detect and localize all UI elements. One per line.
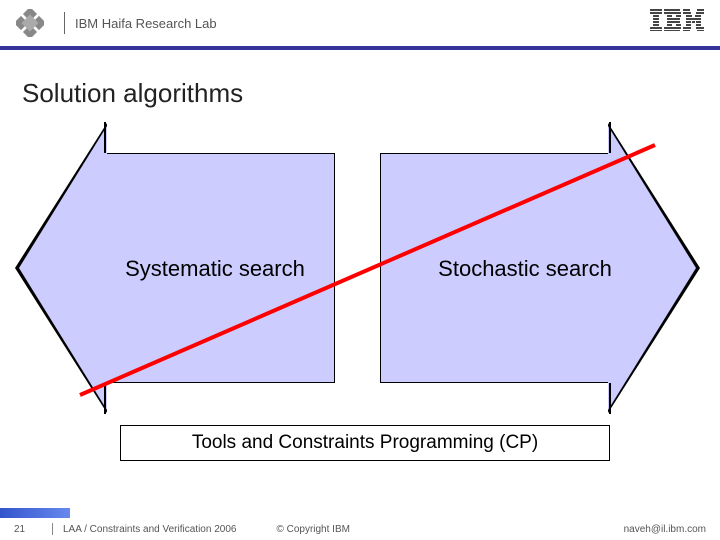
- slide-header: IBM Haifa Research Lab: [0, 0, 720, 50]
- haifa-logo-icon: [16, 9, 44, 37]
- diagram-area: Systematic search Stochastic search: [25, 138, 695, 398]
- ibm-logo: [650, 9, 704, 38]
- footer-divider: [52, 523, 53, 535]
- slide-footer: 21 LAA / Constraints and Verification 20…: [0, 518, 720, 540]
- presentation-name: LAA / Constraints and Verification 2006: [63, 524, 236, 535]
- caption-box: Tools and Constraints Programming (CP): [120, 425, 610, 461]
- caption-text: Tools and Constraints Programming (CP): [192, 432, 538, 454]
- left-arrow-label: Systematic search: [85, 256, 345, 282]
- footer-email: naveh@il.ibm.com: [624, 524, 706, 535]
- right-arrow-label: Stochastic search: [395, 256, 655, 282]
- header-divider: [64, 12, 65, 34]
- slide-title: Solution algorithms: [22, 78, 243, 109]
- lab-name: IBM Haifa Research Lab: [75, 16, 217, 31]
- page-number: 21: [14, 524, 42, 535]
- copyright-text: © Copyright IBM: [276, 524, 350, 535]
